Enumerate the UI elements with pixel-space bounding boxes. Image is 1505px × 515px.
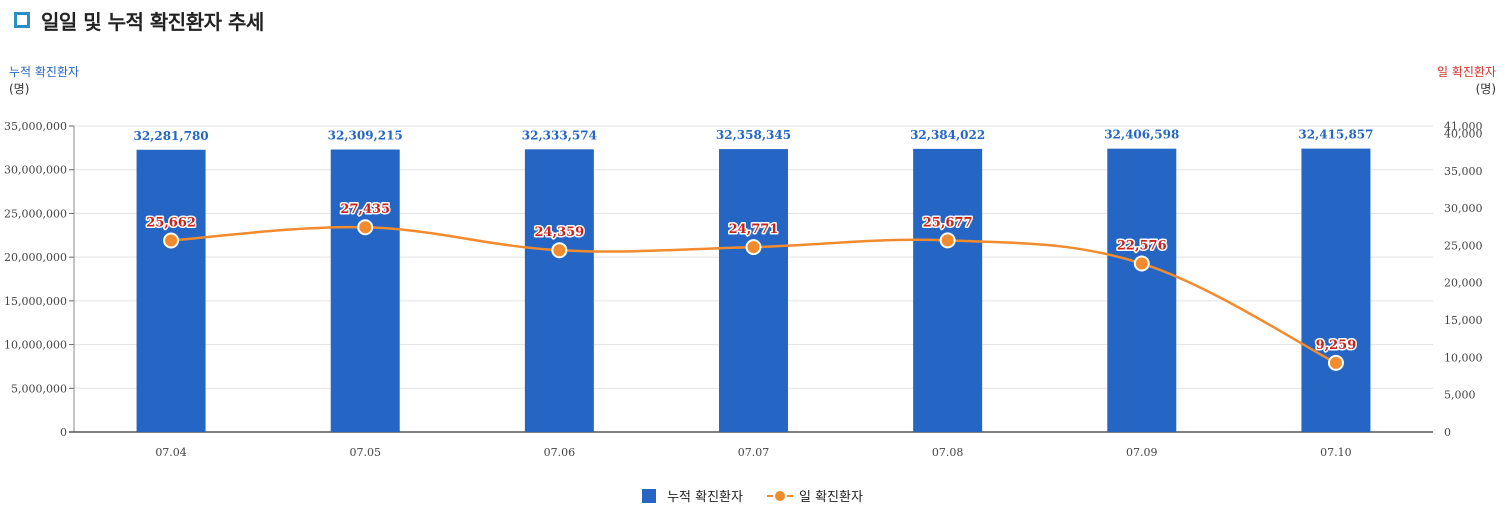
line-point — [357, 219, 374, 236]
x-axis-tick-label: 07.10 — [1320, 446, 1352, 459]
bar — [1301, 148, 1371, 433]
x-axis-tick-label: 07.06 — [544, 446, 576, 459]
left-axis-name: 누적 확진환자 — [9, 65, 80, 79]
left-axis-tick-label: 35,000,000 — [4, 120, 67, 133]
left-axis-tick-label: 25,000,000 — [4, 207, 67, 220]
left-axis-tick-label: 15,000,000 — [4, 295, 67, 308]
line-value-label: 27,435 — [340, 202, 390, 217]
right-axis-name: 일 확진환자 — [1436, 65, 1496, 79]
bar-value-label: 32,415,857 — [1298, 128, 1373, 142]
bar — [913, 148, 983, 432]
right-axis-tick-label: 5,000 — [1444, 389, 1476, 402]
line-value-label: 25,677 — [923, 215, 973, 230]
bar-value-label: 32,309,215 — [328, 129, 403, 143]
bar — [1107, 148, 1177, 432]
legend-bar-label: 누적 확진환자 — [667, 490, 743, 505]
line-point — [939, 232, 956, 249]
bar-value-label: 32,333,574 — [522, 128, 597, 142]
x-axis-tick-label: 07.07 — [738, 446, 770, 459]
legend-line-label: 일 확진환자 — [798, 490, 863, 505]
chart-header: 일일 및 누적 확진환자 추세 — [14, 6, 264, 34]
right-axis-tick-label: 40,000 — [1444, 127, 1483, 140]
right-axis-title: 일 확진환자 (명) — [1437, 64, 1496, 98]
chart-legend: 누적 확진환자 일 확진환자 — [0, 486, 1505, 505]
x-axis-tick-label: 07.08 — [932, 446, 964, 459]
bar-value-label: 32,358,345 — [716, 128, 791, 142]
bar-value-label: 32,406,598 — [1104, 128, 1179, 142]
line-point — [163, 232, 180, 249]
bar-value-label: 32,384,022 — [910, 128, 985, 142]
line-value-label: 25,662 — [146, 215, 196, 230]
legend-item-line[interactable]: 일 확진환자 — [766, 486, 863, 505]
right-axis-tick-label: 15,000 — [1444, 314, 1483, 327]
bar — [136, 149, 206, 432]
right-axis-tick-label: 30,000 — [1444, 202, 1483, 215]
right-axis-tick-label: 10,000 — [1444, 351, 1483, 364]
left-axis-title: 누적 확진환자 (명) — [9, 64, 79, 98]
line-value-label: 22,576 — [1117, 239, 1167, 254]
line-value-label: 24,359 — [534, 225, 584, 240]
left-axis-tick-label: 5,000,000 — [11, 382, 67, 395]
right-axis-tick-label: 20,000 — [1444, 277, 1483, 290]
right-axis-unit: (명) — [1475, 82, 1496, 96]
bar — [330, 149, 400, 432]
left-axis-tick-label: 20,000,000 — [4, 251, 67, 264]
right-axis-tick-label: 0 — [1444, 426, 1451, 439]
square-bullet-icon — [14, 12, 30, 28]
line-value-label: 9,259 — [1316, 338, 1357, 353]
left-axis-tick-label: 10,000,000 — [4, 339, 67, 352]
left-axis-tick-label: 0 — [60, 426, 67, 439]
legend-item-bar[interactable]: 누적 확진환자 — [642, 486, 743, 505]
page-title: 일일 및 누적 확진환자 추세 — [41, 9, 264, 34]
bar-value-label: 32,281,780 — [133, 129, 208, 143]
line-point — [551, 242, 568, 259]
line-value-label: 24,771 — [729, 222, 779, 237]
line-point — [745, 239, 762, 256]
left-axis-unit: (명) — [9, 82, 30, 96]
x-axis-tick-label: 07.09 — [1126, 446, 1158, 459]
right-axis-tick-label: 35,000 — [1444, 165, 1483, 178]
bar — [524, 149, 594, 432]
left-axis-tick-label: 30,000,000 — [4, 164, 67, 177]
line-point — [1133, 255, 1150, 272]
x-axis-tick-label: 07.04 — [155, 446, 187, 459]
line-point — [1327, 354, 1344, 371]
bar — [719, 149, 788, 432]
x-axis-tick-label: 07.05 — [349, 446, 381, 459]
right-axis-tick-label: 25,000 — [1444, 239, 1483, 252]
right-axis-tick-label: 41,000 — [1444, 120, 1483, 133]
legend-bar-swatch — [642, 488, 657, 503]
legend-line-swatch — [766, 489, 793, 503]
